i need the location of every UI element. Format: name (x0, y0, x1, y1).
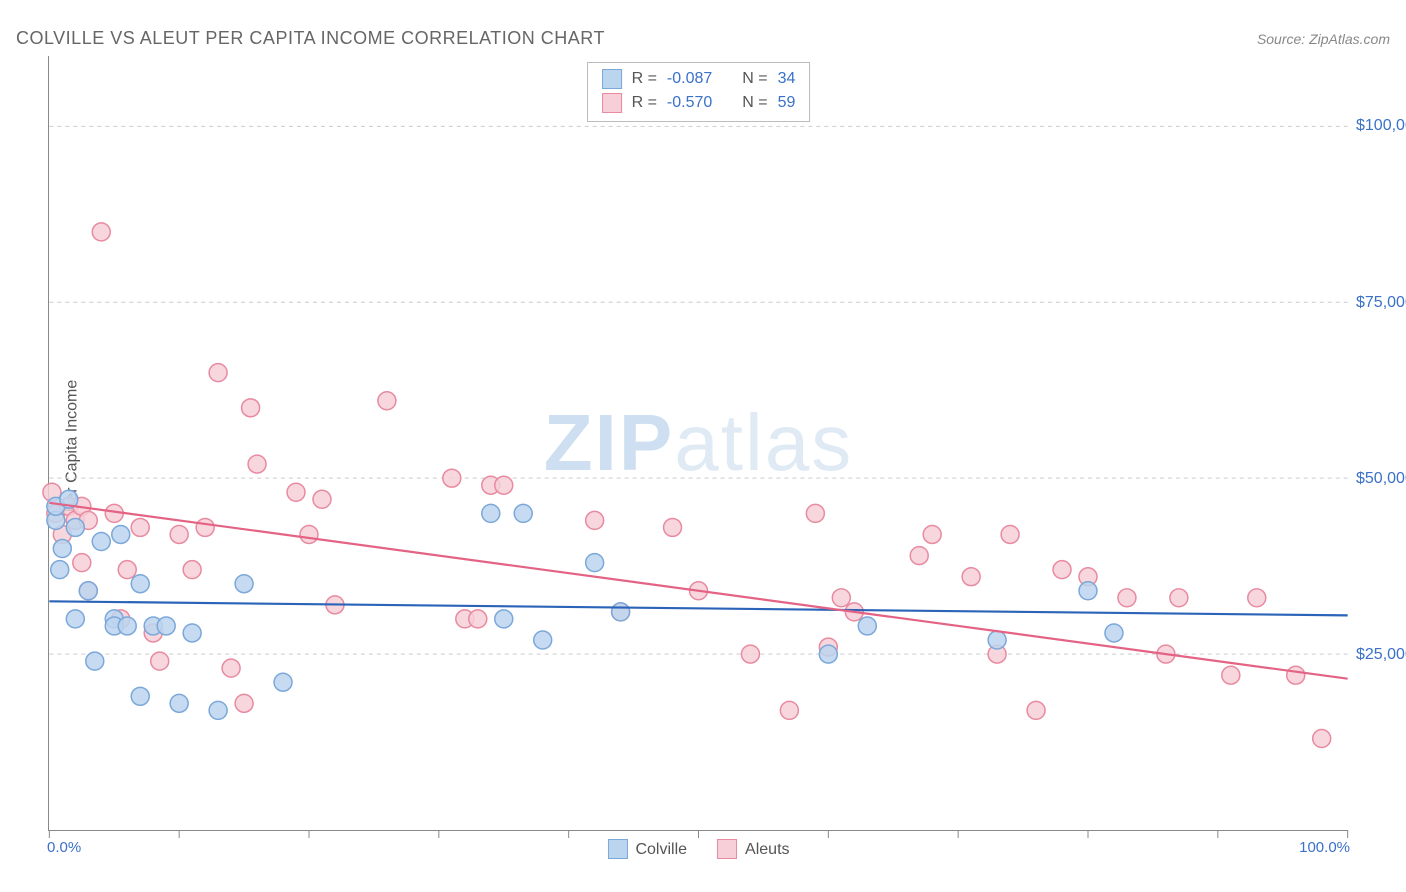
legend-swatch-aleuts (717, 839, 737, 859)
legend-swatch-aleuts (602, 93, 622, 113)
y-tick-100000: $100,000 (1356, 117, 1406, 135)
chart-container: COLVILLE VS ALEUT PER CAPITA INCOME CORR… (0, 0, 1406, 892)
plot-area: ZIPatlas R = -0.087 N = 34 R = -0.570 N … (48, 56, 1348, 831)
stat-n-aleuts: 59 (778, 91, 796, 115)
chart-title: COLVILLE VS ALEUT PER CAPITA INCOME CORR… (16, 28, 605, 49)
x-tick-100: 100.0% (1299, 839, 1350, 856)
stat-r-label: R = (632, 91, 657, 115)
legend-label-colville: Colville (635, 841, 687, 858)
stat-n-colville: 34 (778, 67, 796, 91)
y-tick-75000: $75,000 (1356, 294, 1406, 312)
legend-stats-row-colville: R = -0.087 N = 34 (602, 67, 796, 91)
chart-svg (49, 56, 1348, 830)
legend-stats-row-aleuts: R = -0.570 N = 59 (602, 91, 796, 115)
source-label: Source: ZipAtlas.com (1257, 31, 1390, 47)
legend-stats: R = -0.087 N = 34 R = -0.570 N = 59 (587, 62, 811, 122)
legend-swatch-colville (607, 839, 627, 859)
legend-label-aleuts: Aleuts (745, 841, 789, 858)
legend-item-colville: Colville (607, 840, 687, 860)
stat-n-label: N = (742, 67, 767, 91)
legend-item-aleuts: Aleuts (717, 840, 789, 860)
legend-swatch-colville (602, 69, 622, 89)
stat-r-colville: -0.087 (667, 67, 712, 91)
stat-r-label: R = (632, 67, 657, 91)
y-tick-25000: $25,000 (1356, 646, 1406, 664)
legend-series: Colville Aleuts (607, 840, 789, 860)
y-tick-50000: $50,000 (1356, 470, 1406, 488)
x-tick-0: 0.0% (47, 839, 81, 856)
stat-n-label: N = (742, 91, 767, 115)
header-row: COLVILLE VS ALEUT PER CAPITA INCOME CORR… (16, 28, 1390, 49)
stat-r-aleuts: -0.570 (667, 91, 712, 115)
